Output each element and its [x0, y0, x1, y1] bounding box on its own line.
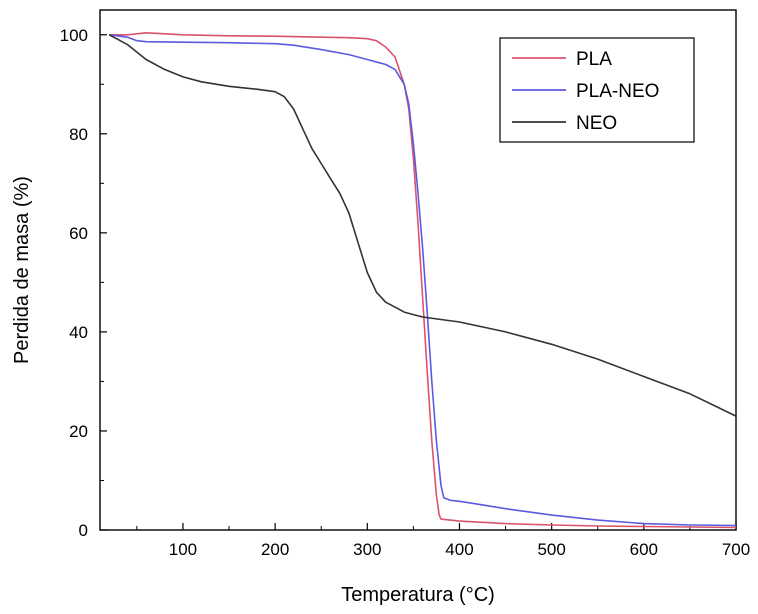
x-axis-title: Temperatura (°C): [341, 584, 495, 606]
x-tick-label: 400: [445, 540, 473, 559]
y-tick-label: 80: [69, 125, 88, 144]
x-tick-label: 600: [630, 540, 658, 559]
series-line-pla-neo: [109, 34, 737, 527]
y-tick-label: 20: [69, 422, 88, 441]
x-tick-label: 100: [169, 540, 197, 559]
x-tick-label: 200: [261, 540, 289, 559]
x-tick-label: 300: [353, 540, 381, 559]
y-tick-label: 0: [79, 521, 88, 540]
legend: PLA PLA-NEO NEO: [499, 37, 695, 143]
y-axis-title: Perdida de masa (%): [11, 176, 33, 364]
legend-label-pla: PLA: [576, 49, 612, 70]
plot-area-frame: [99, 9, 737, 531]
y-tick-label: 40: [69, 323, 88, 342]
series-line-neo: [108, 34, 737, 417]
y-tick-label: 100: [60, 26, 88, 45]
legend-label-pla-neo: PLA-NEO: [576, 81, 659, 102]
series-lines: [108, 31, 737, 529]
series-line-pla: [109, 31, 737, 529]
legend-label-neo: NEO: [576, 113, 617, 134]
axis-ticks: 100 200 300 400 500 600 700 0 20 40 60 80 100: [60, 26, 751, 559]
x-tick-label: 500: [537, 540, 565, 559]
x-tick-label: 700: [722, 540, 750, 559]
y-tick-label: 60: [69, 224, 88, 243]
